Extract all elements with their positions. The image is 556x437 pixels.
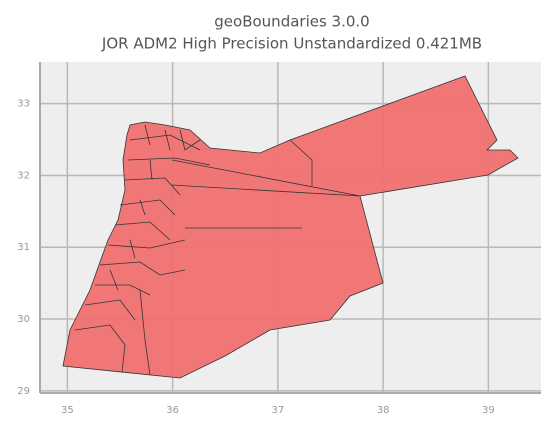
map-shape bbox=[62, 75, 519, 379]
y-tick-label: 30 bbox=[17, 314, 30, 325]
y-tick-label: 33 bbox=[17, 99, 30, 110]
x-tick-label: 37 bbox=[272, 405, 285, 416]
x-tick-label: 35 bbox=[61, 405, 74, 416]
y-tick-label: 32 bbox=[17, 170, 30, 181]
x-tick-label: 39 bbox=[482, 405, 495, 416]
x-tick-label: 38 bbox=[377, 405, 390, 416]
y-tick-label: 31 bbox=[17, 242, 30, 253]
chart-subtitle: JOR ADM2 High Precision Unstandardized 0… bbox=[101, 35, 482, 53]
chart-title: geoBoundaries 3.0.0 bbox=[214, 13, 369, 31]
district-border bbox=[74, 124, 361, 376]
y-tick-label: 29 bbox=[17, 386, 30, 397]
x-tick-label: 36 bbox=[166, 405, 179, 416]
